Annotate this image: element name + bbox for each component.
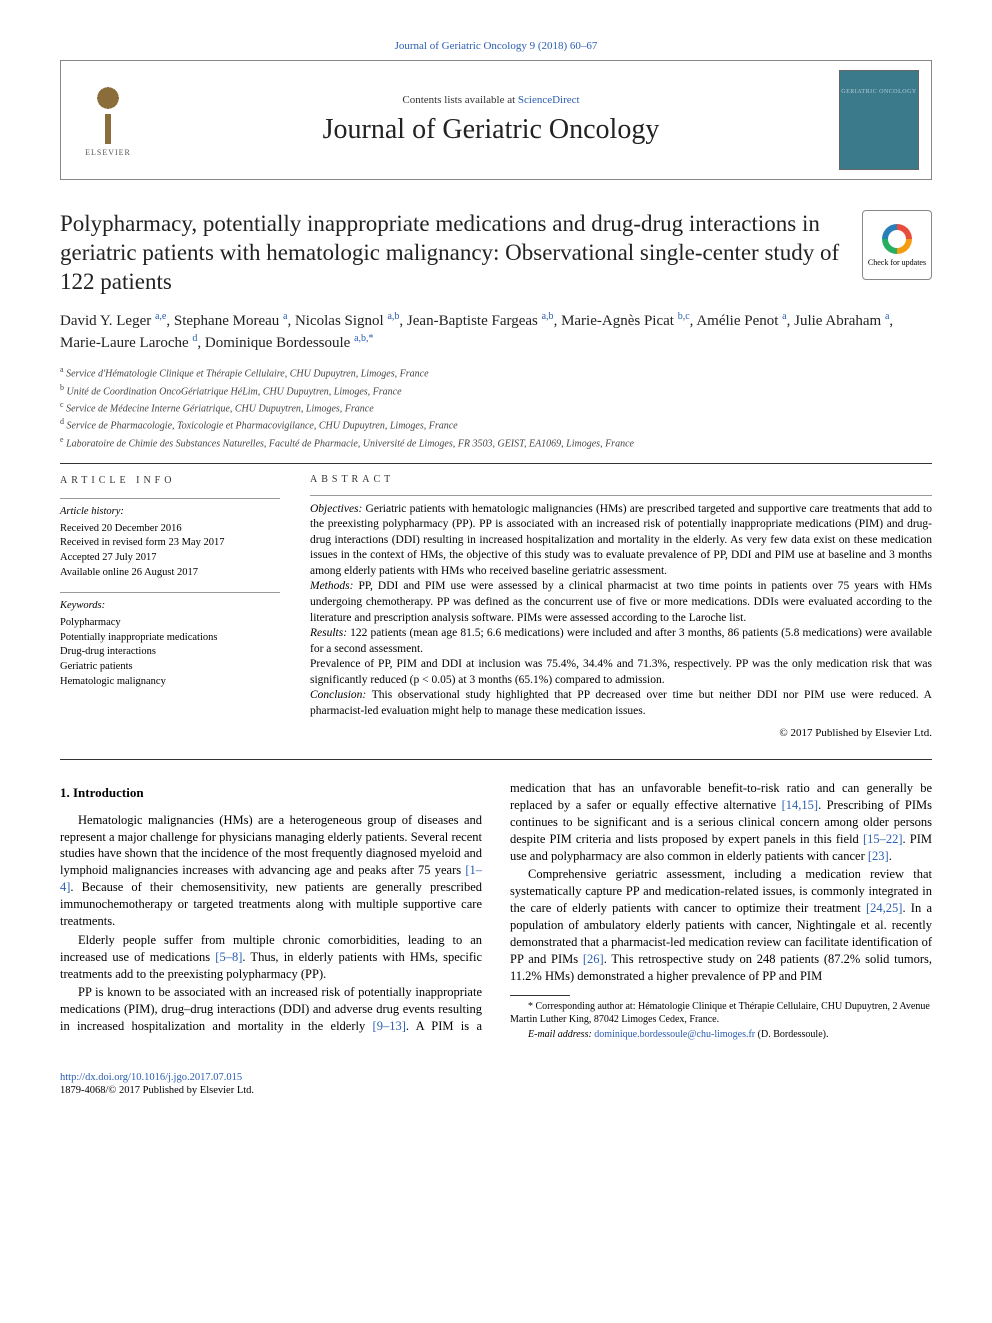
body-paragraph: Hematologic malignancies (HMs) are a het…	[60, 812, 482, 930]
history-line: Received 20 December 2016	[60, 522, 280, 537]
keyword-line: Potentially inappropriate medications	[60, 631, 280, 646]
journal-name: Journal of Geriatric Oncology	[143, 114, 839, 146]
abstract-section: Results: 122 patients (mean age 81.5; 6.…	[310, 626, 932, 657]
body-paragraph: Elderly people suffer from multiple chro…	[60, 932, 482, 983]
contents-available-line: Contents lists available at ScienceDirec…	[143, 94, 839, 106]
abstract-section: Prevalence of PP, PIM and DDI at inclusi…	[310, 657, 932, 688]
keyword-line: Drug-drug interactions	[60, 645, 280, 660]
check-updates-label: Check for updates	[868, 258, 926, 267]
abstract-section: Objectives: Geriatric patients with hema…	[310, 502, 932, 580]
history-line: Available online 26 August 2017	[60, 566, 280, 581]
abstract-text: Objectives: Geriatric patients with hema…	[310, 495, 932, 719]
info-abstract-row: ARTICLE INFO Article history: Received 2…	[60, 474, 932, 739]
crossmark-icon	[882, 224, 912, 254]
publisher-logo: ELSEVIER	[73, 75, 143, 165]
journal-citation-link[interactable]: Journal of Geriatric Oncology 9 (2018) 6…	[60, 40, 932, 52]
elsevier-tree-icon	[83, 84, 133, 144]
email-suffix: (D. Bordessoule).	[758, 1029, 829, 1040]
affiliations-list: a Service d'Hématologie Clinique et Thér…	[60, 364, 932, 451]
keyword-line: Geriatric patients	[60, 660, 280, 675]
abstract-column: ABSTRACT Objectives: Geriatric patients …	[310, 474, 932, 739]
email-footnote: E-mail address: dominique.bordessoule@ch…	[510, 1028, 932, 1041]
affiliation-line: e Laboratoire de Chimie des Substances N…	[60, 434, 932, 451]
abstract-copyright: © 2017 Published by Elsevier Ltd.	[310, 727, 932, 739]
affiliation-line: d Service de Pharmacologie, Toxicologie …	[60, 416, 932, 433]
affiliation-line: b Unité de Coordination OncoGériatrique …	[60, 382, 932, 399]
keyword-line: Polypharmacy	[60, 616, 280, 631]
body-paragraph: Comprehensive geriatric assessment, incl…	[510, 866, 932, 984]
affiliation-line: c Service de Médecine Interne Gériatriqu…	[60, 399, 932, 416]
journal-header: ELSEVIER Contents lists available at Sci…	[60, 60, 932, 180]
keywords-block: Keywords: PolypharmacyPotentially inappr…	[60, 592, 280, 689]
article-header: Check for updates Polypharmacy, potentia…	[60, 210, 932, 451]
affiliation-line: a Service d'Hématologie Clinique et Thér…	[60, 364, 932, 381]
header-center: Contents lists available at ScienceDirec…	[143, 94, 839, 146]
page-root: Journal of Geriatric Oncology 9 (2018) 6…	[0, 0, 992, 1138]
divider	[60, 759, 932, 760]
abstract-section: Conclusion: This observational study hig…	[310, 688, 932, 719]
history-line: Received in revised form 23 May 2017	[60, 536, 280, 551]
divider	[60, 463, 932, 464]
body-two-column: 1. Introduction Hematologic malignancies…	[60, 780, 932, 1041]
sciencedirect-link[interactable]: ScienceDirect	[518, 94, 580, 106]
publisher-name: ELSEVIER	[85, 148, 131, 157]
footer-info: http://dx.doi.org/10.1016/j.jgo.2017.07.…	[60, 1071, 932, 1098]
article-title: Polypharmacy, potentially inappropriate …	[60, 210, 932, 296]
keyword-line: Hematologic malignancy	[60, 675, 280, 690]
keywords-label: Keywords:	[60, 599, 280, 614]
abstract-section: Methods: PP, DDI and PIM use were assess…	[310, 579, 932, 626]
article-info-column: ARTICLE INFO Article history: Received 2…	[60, 474, 280, 739]
authors-line: David Y. Leger a,e, Stephane Moreau a, N…	[60, 310, 932, 354]
contents-text: Contents lists available at	[402, 94, 517, 106]
history-label: Article history:	[60, 505, 280, 520]
email-label: E-mail address:	[528, 1029, 592, 1040]
journal-cover-thumbnail	[839, 70, 919, 170]
issn-copyright: 1879-4068/© 2017 Published by Elsevier L…	[60, 1085, 254, 1096]
check-updates-badge[interactable]: Check for updates	[862, 210, 932, 280]
doi-link[interactable]: http://dx.doi.org/10.1016/j.jgo.2017.07.…	[60, 1072, 242, 1083]
article-info-heading: ARTICLE INFO	[60, 474, 280, 488]
section-heading: 1. Introduction	[60, 784, 482, 802]
corresponding-author-footnote: * Corresponding author at: Hématologie C…	[510, 1000, 932, 1026]
article-history-block: Article history: Received 20 December 20…	[60, 498, 280, 580]
corresponding-email-link[interactable]: dominique.bordessoule@chu-limoges.fr	[594, 1029, 755, 1040]
abstract-heading: ABSTRACT	[310, 474, 932, 485]
footnote-separator	[510, 995, 570, 996]
history-line: Accepted 27 July 2017	[60, 551, 280, 566]
